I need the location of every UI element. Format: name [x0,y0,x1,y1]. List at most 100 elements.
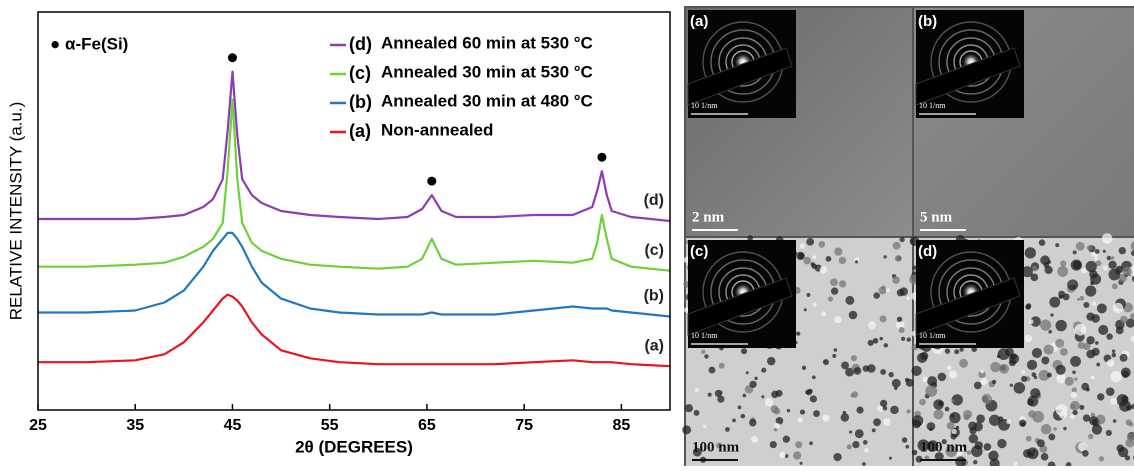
grain [1078,442,1088,452]
grain [862,462,866,466]
grain [906,337,911,342]
grain [922,376,929,383]
grain [866,364,876,373]
grain [1024,247,1036,259]
grain [1116,394,1129,406]
grain [926,422,936,431]
grain [996,354,1001,359]
grain [845,367,855,377]
grain [786,408,791,413]
grain [1058,290,1066,298]
grain [937,372,947,382]
grain [896,316,903,323]
grain [873,418,881,427]
grain [1030,388,1041,399]
grain [894,255,902,262]
grain [842,410,847,415]
grain [1126,404,1132,411]
grain [1030,316,1041,327]
grain [773,427,778,432]
grain [1119,353,1128,362]
tem-panel: 10 1/nm (b) 5 nm [914,8,1134,236]
grain [1110,256,1115,260]
grain [1025,303,1032,309]
grain [946,421,955,430]
grain [834,247,843,256]
peak-marker [427,176,437,186]
grain [1083,342,1091,351]
grain [834,315,842,324]
grain [1105,387,1115,396]
tem-panel: 10 1/nm (d) 100 nm [909,233,1134,470]
grain [1028,410,1036,418]
grain [1096,303,1107,314]
grain [920,351,929,360]
grain [1021,370,1026,374]
grain [833,348,838,352]
grain [1040,319,1052,331]
grain [809,395,817,403]
grain [848,310,858,320]
grain [1024,334,1033,343]
grain [1025,435,1032,442]
grain [1018,419,1027,427]
grain [945,445,958,458]
grain [767,356,776,366]
grain [1097,393,1105,401]
grain [1079,295,1085,301]
grain [806,237,815,246]
grain [1106,333,1113,340]
grain [771,390,779,399]
grain [873,292,880,299]
grain [1026,447,1039,460]
grain [682,425,692,435]
grain [978,370,986,379]
grain [1077,341,1085,350]
grain [879,315,887,323]
inset-scale: 10 1/nm [691,101,718,110]
grain [1094,256,1098,261]
grain [883,343,889,348]
grain [683,307,689,313]
grain [912,419,921,429]
grain [1038,369,1050,381]
grain [1036,439,1045,448]
inset-scale: 10 1/nm [691,331,718,340]
grain [1009,383,1013,387]
grain [872,337,879,344]
x-tick-label: 35 [126,417,144,434]
grain [1006,419,1012,425]
grain [798,252,805,260]
grain [714,389,723,398]
grain [823,359,829,366]
grain [912,265,917,270]
grain [941,439,947,445]
grain [1105,429,1112,437]
grain [725,427,730,432]
grain [883,255,887,259]
grain [1130,241,1134,252]
grain [803,308,807,312]
legend-name: Annealed 30 min at 530 °C [381,62,593,81]
grain [880,369,887,375]
grain [951,428,957,435]
grain [818,241,826,248]
grain [1112,419,1117,423]
scale-label: 5 nm [920,209,953,225]
grain [830,278,838,287]
legend-name: Non-annealed [381,120,493,139]
grain [795,441,803,449]
grain [1069,404,1076,410]
grain [694,388,699,393]
panel-label: (b) [918,13,937,30]
grain [803,256,812,265]
beam-stop [915,277,1021,336]
grain [806,292,811,297]
grain [882,405,888,411]
grain [980,369,985,374]
grain [799,461,803,465]
x-tick-label: 45 [224,417,242,434]
grain [1072,370,1076,375]
